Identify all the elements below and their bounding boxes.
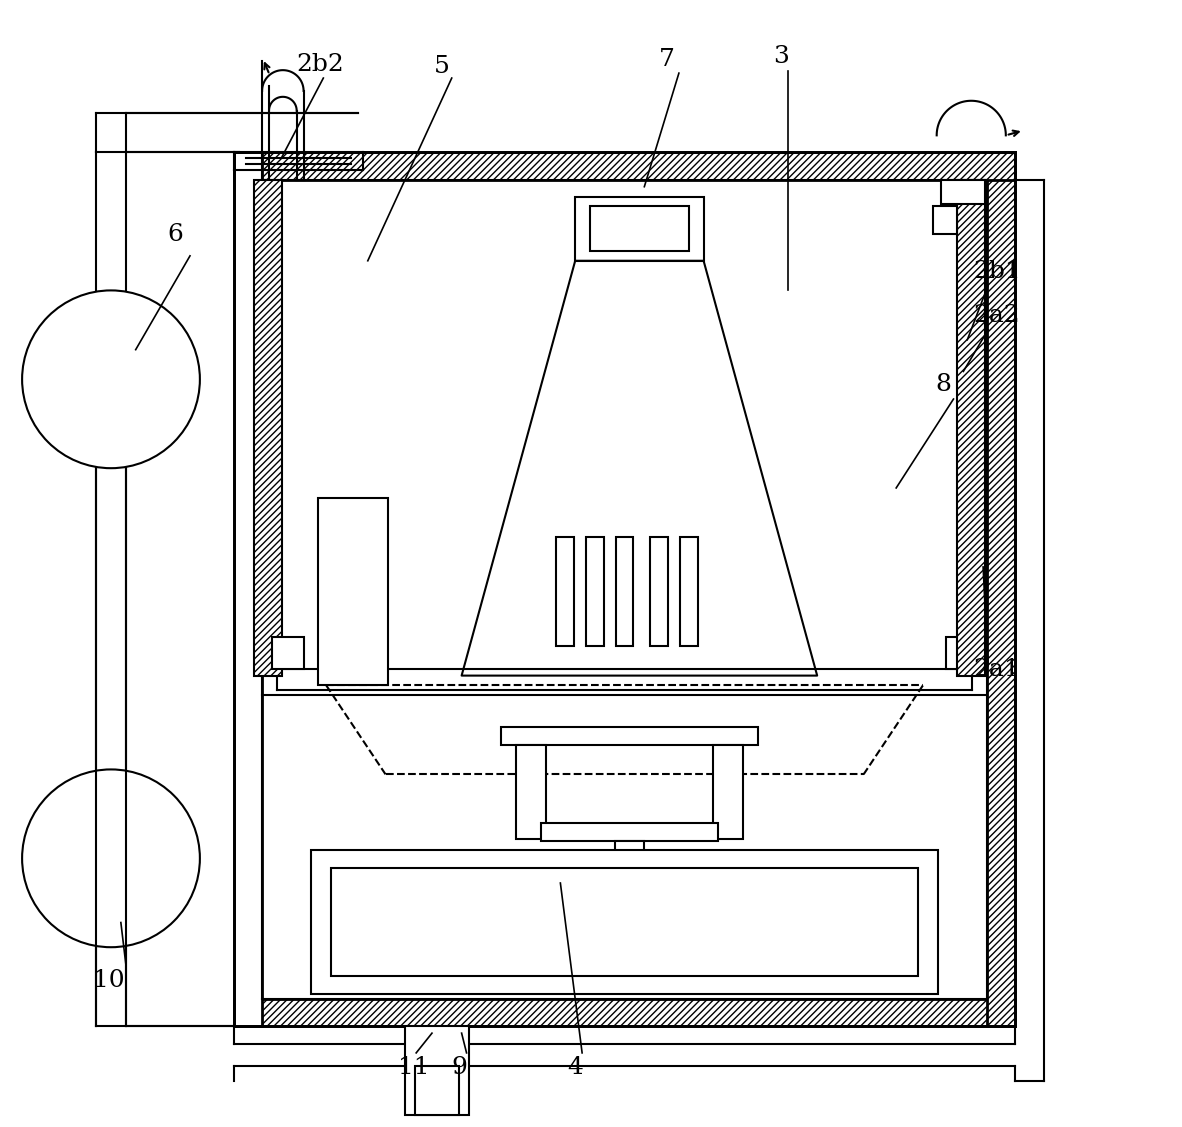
Bar xyxy=(501,727,758,745)
Bar xyxy=(615,841,644,885)
Bar xyxy=(515,745,546,838)
Text: 10: 10 xyxy=(93,969,125,992)
Text: 2b2: 2b2 xyxy=(297,53,344,77)
Bar xyxy=(941,180,985,204)
Bar xyxy=(987,152,1014,1027)
Text: 3: 3 xyxy=(773,45,788,68)
Bar xyxy=(254,180,281,675)
Bar xyxy=(933,206,957,234)
Bar xyxy=(680,538,697,646)
Text: 7: 7 xyxy=(660,48,675,71)
Text: 11: 11 xyxy=(398,1056,430,1079)
Bar xyxy=(404,1027,469,1115)
Text: 4: 4 xyxy=(567,1056,583,1079)
Text: 6: 6 xyxy=(168,223,183,246)
Text: 5: 5 xyxy=(434,55,450,78)
Bar xyxy=(946,637,978,668)
Bar xyxy=(331,868,918,976)
Bar xyxy=(540,823,719,841)
Bar xyxy=(318,498,388,685)
Bar xyxy=(234,152,1014,180)
Bar xyxy=(714,745,743,838)
Text: 9: 9 xyxy=(452,1056,468,1079)
Bar xyxy=(272,637,304,668)
Text: 8: 8 xyxy=(936,373,952,396)
Bar xyxy=(415,1066,459,1115)
Bar xyxy=(586,538,604,646)
Bar xyxy=(650,538,668,646)
Text: 2b1: 2b1 xyxy=(973,259,1021,283)
Bar xyxy=(957,180,985,675)
Bar xyxy=(234,999,1014,1027)
Bar xyxy=(557,538,574,646)
Bar xyxy=(576,196,703,260)
Bar xyxy=(616,538,634,646)
Text: 2a2: 2a2 xyxy=(973,304,1020,327)
Bar xyxy=(590,206,689,251)
Bar xyxy=(312,851,937,994)
Bar xyxy=(234,152,262,1027)
Text: 2a1: 2a1 xyxy=(973,657,1020,681)
